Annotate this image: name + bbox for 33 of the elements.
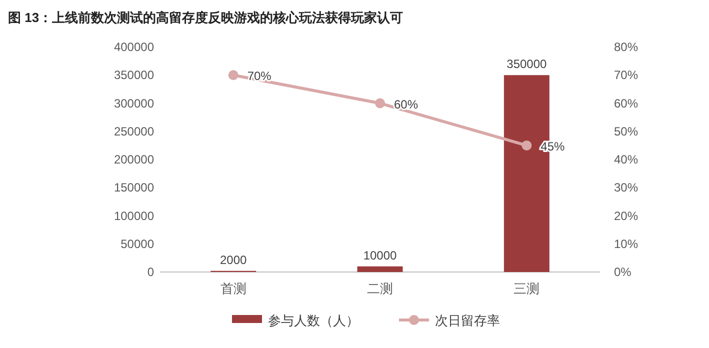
y2-tick-label: 80% (614, 40, 638, 54)
y-tick-label: 150000 (114, 180, 154, 195)
y-tick-label: 400000 (114, 40, 154, 54)
x-tick-label: 二测 (367, 281, 393, 296)
data-label: 10000 (363, 248, 398, 262)
data-label: 2000 (220, 252, 248, 267)
y2-tick-label: 70% (614, 68, 638, 82)
y-tick-label: 250000 (114, 124, 154, 138)
point (522, 140, 532, 150)
y2-tick-label: 60% (614, 96, 638, 110)
chart-title: 图 13：上线前数次测试的高留存度反映游戏的核心玩法获得玩家认可 (8, 10, 404, 25)
y2-tick-label: 20% (614, 208, 638, 223)
point (228, 70, 238, 80)
y2-tick-label: 10% (614, 236, 638, 251)
legend-label: 次日留存率 (435, 313, 500, 328)
y2-tick-label: 50% (614, 124, 638, 138)
data-label: 70% (247, 69, 272, 84)
y2-tick-label: 0% (614, 265, 632, 279)
x-tick-label: 三测 (514, 281, 540, 296)
x-tick-label: 首测 (220, 281, 246, 296)
y2-tick-label: 30% (614, 180, 638, 195)
y-tick-label: 300000 (114, 96, 154, 110)
y-tick-label: 100000 (114, 208, 154, 223)
y-tick-label: 0 (147, 265, 154, 279)
y2-tick-label: 40% (614, 152, 638, 166)
bar (357, 266, 403, 272)
data-label: 60% (394, 97, 418, 112)
y-tick-label: 50000 (120, 236, 154, 251)
data-label: 350000 (506, 57, 548, 72)
legend-label: 参与人数（人） (268, 313, 359, 328)
point (375, 98, 385, 108)
y-tick-label: 200000 (114, 152, 154, 166)
y-tick-label: 350000 (114, 68, 154, 82)
